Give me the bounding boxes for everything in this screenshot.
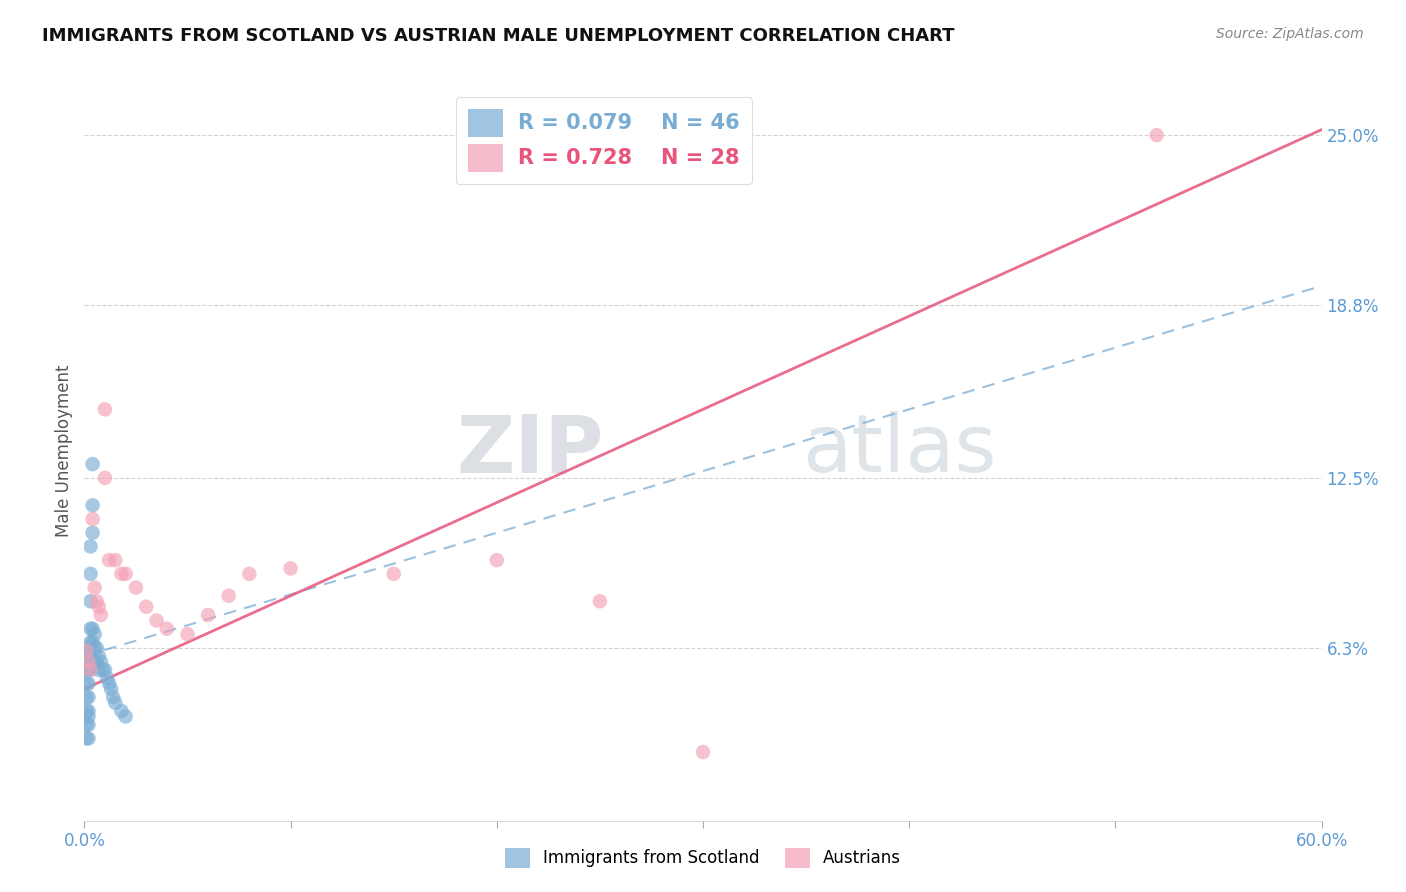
Point bbox=[79, 540, 101, 554]
Point bbox=[110, 704, 132, 718]
Point bbox=[114, 566, 136, 581]
Point bbox=[77, 663, 100, 677]
Point bbox=[382, 566, 405, 581]
Point bbox=[94, 663, 117, 677]
Point bbox=[77, 690, 100, 705]
Point bbox=[197, 607, 219, 622]
Point bbox=[104, 553, 127, 567]
Point bbox=[77, 655, 100, 669]
Text: IMMIGRANTS FROM SCOTLAND VS AUSTRIAN MALE UNEMPLOYMENT CORRELATION CHART: IMMIGRANTS FROM SCOTLAND VS AUSTRIAN MAL… bbox=[42, 27, 955, 45]
Point bbox=[238, 566, 260, 581]
Point bbox=[87, 599, 110, 614]
Text: Source: ZipAtlas.com: Source: ZipAtlas.com bbox=[1216, 27, 1364, 41]
Point bbox=[94, 402, 117, 417]
Point bbox=[87, 663, 110, 677]
Point bbox=[218, 589, 240, 603]
Point bbox=[110, 566, 132, 581]
Y-axis label: Male Unemployment: Male Unemployment bbox=[55, 364, 73, 537]
Point bbox=[75, 643, 97, 657]
Point bbox=[83, 627, 105, 641]
Point bbox=[90, 607, 112, 622]
Point bbox=[75, 663, 97, 677]
Point bbox=[103, 690, 125, 705]
Point bbox=[82, 622, 104, 636]
Point bbox=[176, 627, 198, 641]
Point bbox=[79, 649, 101, 664]
Point bbox=[1146, 128, 1168, 142]
Point bbox=[87, 649, 110, 664]
Point bbox=[75, 704, 97, 718]
Point bbox=[75, 717, 97, 731]
Point bbox=[114, 709, 136, 723]
Point bbox=[79, 566, 101, 581]
Point bbox=[91, 663, 114, 677]
Point bbox=[82, 512, 104, 526]
Point bbox=[82, 457, 104, 471]
Point bbox=[75, 731, 97, 746]
Legend: R = 0.079    N = 46, R = 0.728    N = 28: R = 0.079 N = 46, R = 0.728 N = 28 bbox=[457, 97, 752, 184]
Point bbox=[79, 594, 101, 608]
Point bbox=[83, 640, 105, 655]
Point bbox=[692, 745, 714, 759]
Legend: Immigrants from Scotland, Austrians: Immigrants from Scotland, Austrians bbox=[498, 841, 908, 875]
Point bbox=[77, 731, 100, 746]
Point bbox=[82, 498, 104, 512]
Point bbox=[79, 663, 101, 677]
Point bbox=[77, 676, 100, 690]
Point bbox=[86, 655, 108, 669]
Point bbox=[145, 614, 167, 628]
Text: ZIP: ZIP bbox=[457, 411, 605, 490]
Point bbox=[77, 709, 100, 723]
Point bbox=[75, 676, 97, 690]
Point bbox=[94, 471, 117, 485]
Text: atlas: atlas bbox=[801, 411, 997, 490]
Point bbox=[98, 553, 121, 567]
Point bbox=[96, 671, 118, 685]
Point bbox=[82, 635, 104, 649]
Point bbox=[77, 640, 100, 655]
Point bbox=[77, 655, 100, 669]
Point bbox=[77, 717, 100, 731]
Point bbox=[79, 663, 101, 677]
Point bbox=[75, 690, 97, 705]
Point bbox=[104, 696, 127, 710]
Point bbox=[75, 643, 97, 657]
Point bbox=[589, 594, 612, 608]
Point bbox=[90, 655, 112, 669]
Point bbox=[86, 640, 108, 655]
Point bbox=[280, 561, 302, 575]
Point bbox=[156, 622, 179, 636]
Point bbox=[125, 581, 148, 595]
Point bbox=[82, 525, 104, 540]
Point bbox=[79, 635, 101, 649]
Point bbox=[135, 599, 157, 614]
Point bbox=[83, 581, 105, 595]
Point bbox=[86, 594, 108, 608]
Point bbox=[83, 655, 105, 669]
Point bbox=[79, 622, 101, 636]
Point bbox=[100, 681, 122, 696]
Point bbox=[75, 649, 97, 664]
Point bbox=[98, 676, 121, 690]
Point bbox=[485, 553, 508, 567]
Point bbox=[77, 704, 100, 718]
